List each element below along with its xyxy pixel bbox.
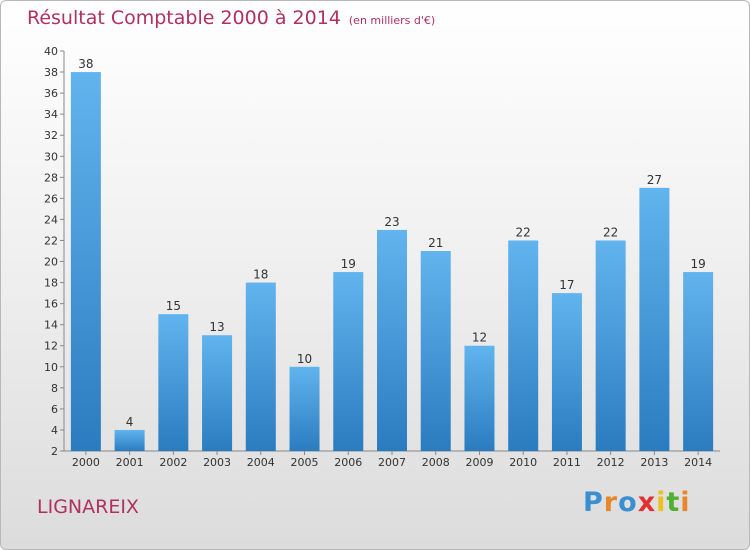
x-tick-label-2004: 2004 [247, 456, 275, 469]
x-tick-label-2010: 2010 [509, 456, 537, 469]
logo-letter: i [680, 487, 691, 518]
y-tick-label: 8 [51, 382, 58, 395]
logo-letter: P [583, 487, 604, 518]
x-tick-label-2009: 2009 [465, 456, 493, 469]
data-label-2012: 22 [603, 225, 618, 239]
y-tick-label: 4 [51, 424, 58, 437]
data-label-2004: 18 [253, 268, 268, 282]
y-tick-label: 18 [44, 277, 58, 290]
proxiti-logo: Proxiti [583, 487, 691, 518]
y-tick-label: 34 [44, 108, 58, 121]
data-label-2011: 17 [559, 278, 574, 292]
data-label-2007: 23 [384, 215, 399, 229]
x-tick-label-2007: 2007 [378, 456, 406, 469]
logo-letter: i [656, 487, 667, 518]
x-tick-label-2005: 2005 [291, 456, 319, 469]
logo-letter: r [603, 487, 619, 518]
data-label-2001: 4 [126, 415, 134, 429]
x-tick-label-2011: 2011 [553, 456, 581, 469]
x-tick-label-2012: 2012 [597, 456, 625, 469]
y-tick-label: 10 [44, 361, 58, 374]
x-tick-label-2013: 2013 [640, 456, 668, 469]
y-tick-label: 24 [44, 213, 58, 226]
commune-name: LIGNAREIX [37, 496, 139, 518]
bar-2011 [551, 293, 582, 451]
bar-2014 [683, 272, 714, 451]
bar-2004 [245, 282, 276, 451]
bar-2007 [377, 229, 407, 451]
y-tick-label: 6 [51, 403, 58, 416]
y-tick-label: 28 [44, 171, 58, 184]
bar-2000 [70, 72, 101, 451]
bar-2012 [595, 240, 626, 451]
data-label-2009: 12 [472, 331, 487, 345]
x-tick-label-2003: 2003 [203, 456, 231, 469]
x-tick-label-2006: 2006 [334, 456, 362, 469]
bar-2009 [464, 345, 495, 451]
bar-2008 [420, 251, 451, 451]
logo-letter: x [637, 487, 657, 518]
x-tick-label-2008: 2008 [422, 456, 450, 469]
y-tick-label: 26 [44, 192, 58, 205]
bar-2001 [114, 429, 145, 451]
data-label-2003: 13 [209, 320, 224, 334]
x-tick-label-2014: 2014 [684, 456, 712, 469]
logo-letter: t [666, 487, 681, 518]
data-label-2008: 21 [428, 236, 443, 250]
y-tick-label: 38 [44, 66, 58, 79]
y-tick-label: 2 [51, 445, 58, 458]
chart-title: Résultat Comptable 2000 à 2014 (en millie… [27, 7, 435, 29]
y-tick-label: 36 [44, 87, 58, 100]
chart-title-text: Résultat Comptable 2000 à 2014 [27, 7, 341, 29]
y-tick-label: 32 [44, 129, 58, 142]
data-label-2010: 22 [516, 225, 531, 239]
data-label-2013: 27 [647, 173, 662, 187]
data-label-2006: 19 [341, 257, 356, 271]
y-tick-label: 30 [44, 150, 58, 163]
x-tick-label-2002: 2002 [159, 456, 187, 469]
data-label-2005: 10 [297, 352, 312, 366]
data-label-2002: 15 [166, 299, 181, 313]
chart-subtitle: (en milliers d'€) [348, 14, 436, 27]
y-tick-label: 14 [44, 319, 58, 332]
x-tick-label-2001: 2001 [116, 456, 144, 469]
logo-letter: o [618, 487, 638, 518]
data-label-2000: 38 [78, 57, 93, 71]
bar-2013 [639, 187, 670, 451]
bar-2005 [289, 366, 320, 451]
y-tick-label: 40 [44, 45, 58, 58]
bar-2002 [158, 314, 189, 451]
data-label-2014: 19 [690, 257, 705, 271]
y-tick-label: 16 [44, 298, 58, 311]
bar-2010 [508, 240, 539, 451]
bar-2003 [202, 335, 233, 451]
y-tick-label: 22 [44, 234, 58, 247]
x-tick-label-2000: 2000 [72, 456, 100, 469]
y-tick-label: 12 [44, 340, 58, 353]
bar-2006 [333, 272, 364, 451]
y-tick-label: 20 [44, 256, 58, 269]
